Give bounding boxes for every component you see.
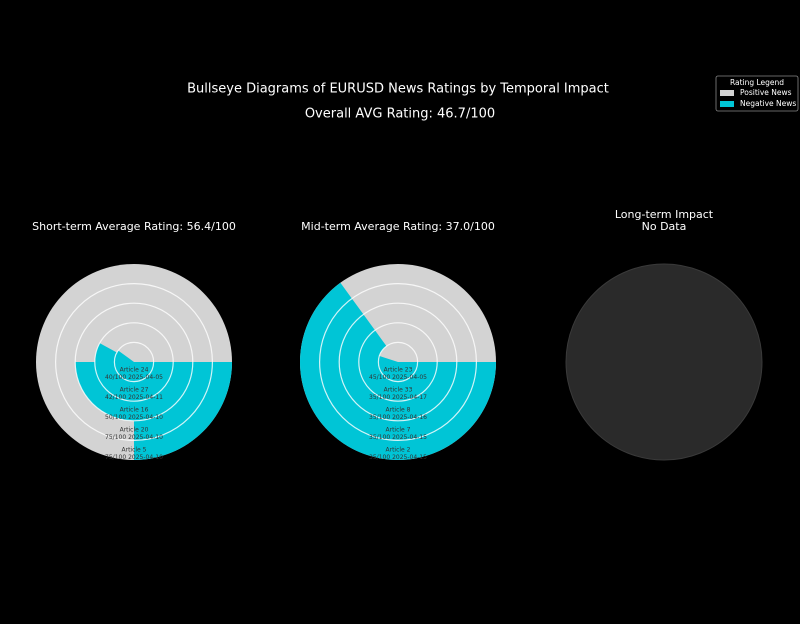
article-date: 2025-04-05 xyxy=(392,374,427,381)
ring xyxy=(54,283,214,442)
article-rating: 40/100 xyxy=(105,374,126,381)
article-name: Article 2 xyxy=(386,447,411,454)
panel-title: Short-term Average Rating: 56.4/100 xyxy=(32,220,236,233)
legend-label: Positive News xyxy=(740,88,792,97)
article-info: 45/100 2025-04-05 xyxy=(369,374,427,381)
article-date: 2025-04-05 xyxy=(128,374,163,381)
article-info: 35/100 2025-04-16 xyxy=(369,414,427,421)
negative-sector xyxy=(114,350,154,382)
article-date: 2025-04-16 xyxy=(392,414,427,421)
article-date: 2025-04-17 xyxy=(392,394,427,401)
article-info: 75/100 2025-04-10 xyxy=(105,434,163,441)
legend-label: Negative News xyxy=(740,99,796,108)
article-rating: 50/100 xyxy=(105,414,126,421)
article-name: Article 16 xyxy=(120,407,149,414)
legend-box xyxy=(715,75,799,112)
chart-subtitle: Overall AVG Rating: 46.7/100 xyxy=(305,107,495,122)
ring xyxy=(338,302,458,422)
article-name: Article 5 xyxy=(122,447,147,454)
article-name: Article 23 xyxy=(384,367,413,374)
article-name: Article 8 xyxy=(386,407,411,414)
article-name: Article 27 xyxy=(120,387,149,394)
negative-sector xyxy=(378,355,418,382)
ring xyxy=(113,341,155,383)
article-date: 2025-04-10 xyxy=(128,434,163,441)
article-name: Article 7 xyxy=(386,427,411,434)
article-rating: 35/100 xyxy=(369,394,390,401)
negative-sector xyxy=(134,362,232,460)
panel-subtitle: No Data xyxy=(642,220,687,233)
article-rating: 42/100 xyxy=(105,394,126,401)
ring xyxy=(319,283,478,442)
article-info: 35/100 2025-04-15 xyxy=(369,434,427,441)
article-info: 40/100 2025-04-05 xyxy=(105,374,163,381)
empty-disc xyxy=(565,263,763,461)
article-date: 2025-04-10 xyxy=(128,414,163,421)
article-date: 2025-04-15 xyxy=(392,454,427,461)
article-date: 2025-04-10 xyxy=(128,454,163,461)
ring xyxy=(358,322,438,402)
article-info: 35/100 2025-04-15 xyxy=(369,454,427,461)
negative-sector xyxy=(339,314,457,421)
article-info: 35/100 2025-04-17 xyxy=(369,394,427,401)
ring xyxy=(377,341,419,383)
negative-sector xyxy=(358,330,438,402)
article-info: 50/100 2025-04-10 xyxy=(105,414,163,421)
ring xyxy=(74,302,194,422)
negative-sector xyxy=(75,362,193,421)
ring xyxy=(94,322,174,402)
article-name: Article 20 xyxy=(120,427,149,434)
article-date: 2025-04-11 xyxy=(128,394,163,401)
panel-title: Mid-term Average Rating: 37.0/100 xyxy=(301,220,495,233)
article-rating: 35/100 xyxy=(369,434,390,441)
article-rating: 35/100 xyxy=(369,414,390,421)
article-rating: 75/100 xyxy=(105,434,126,441)
article-date: 2025-04-15 xyxy=(392,434,427,441)
panel-title: Long-term Impact xyxy=(615,208,714,221)
article-rating: 45/100 xyxy=(369,374,390,381)
chart-title: Bullseye Diagrams of EURUSD News Ratings… xyxy=(187,82,609,97)
article-info: 75/100 2025-04-10 xyxy=(105,454,163,461)
article-rating: 75/100 xyxy=(105,454,126,461)
legend-title: Rating Legend xyxy=(730,78,784,87)
article-name: Article 24 xyxy=(120,367,149,374)
legend: Rating Legend xyxy=(715,75,799,112)
legend-swatch xyxy=(720,90,734,96)
article-name: Article 33 xyxy=(384,387,413,394)
article-info: 42/100 2025-04-11 xyxy=(105,394,163,401)
negative-sector xyxy=(134,362,213,441)
legend-swatch xyxy=(720,101,734,107)
article-rating: 35/100 xyxy=(369,454,390,461)
